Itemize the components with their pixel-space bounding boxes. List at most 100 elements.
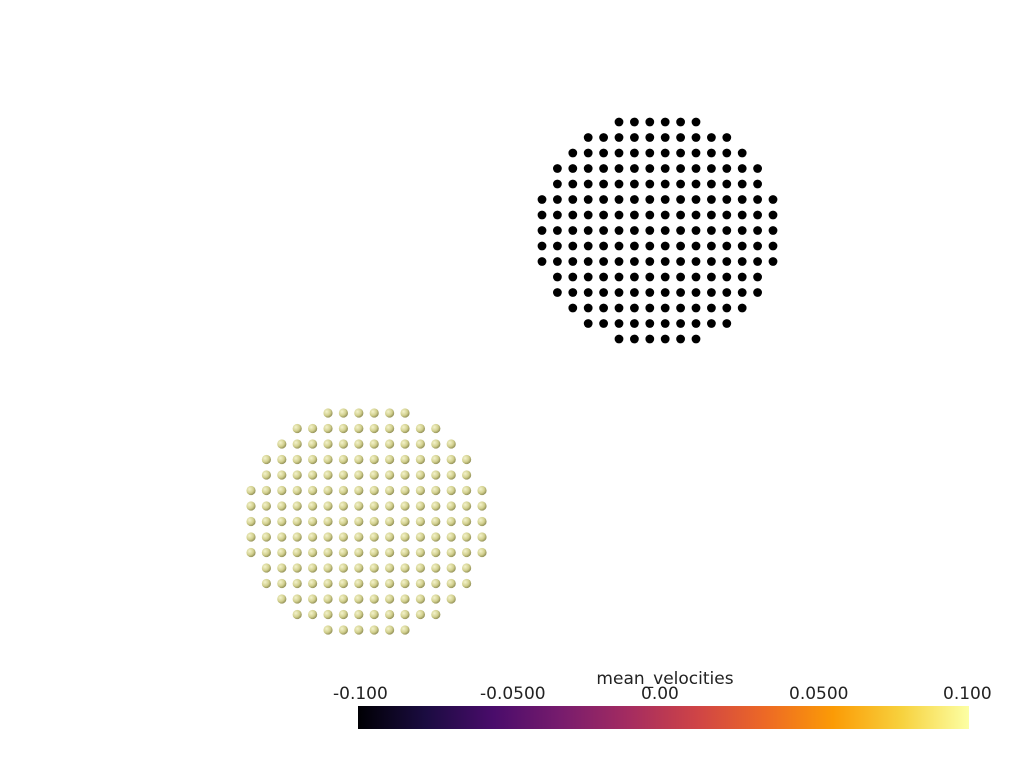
lower-disk-point [400, 454, 410, 465]
lower-disk-point [369, 454, 379, 465]
lower-disk-point [431, 439, 441, 449]
lower-disk-point [246, 547, 256, 558]
lower-disk-point [415, 423, 425, 434]
lower-disk-point [431, 532, 441, 542]
upper-disk-point [599, 303, 608, 313]
lower-disk-point [385, 625, 395, 635]
lower-disk-point [446, 516, 456, 527]
lower-disk-point [385, 594, 395, 604]
upper-disk-point [691, 195, 701, 204]
upper-disk-point [691, 288, 701, 297]
lower-disk-point [369, 532, 379, 542]
lower-disk-point [292, 547, 302, 558]
upper-disk-point [614, 117, 624, 127]
lower-disk-point [308, 532, 318, 542]
lower-disk-point [354, 408, 364, 418]
upper-disk-point [768, 226, 778, 235]
upper-disk-point [676, 164, 685, 173]
upper-disk-point [737, 195, 747, 204]
upper-disk-point [599, 148, 608, 158]
upper-disk-point [753, 210, 762, 220]
lower-disk-point [385, 408, 395, 418]
lower-disk-point [292, 439, 302, 449]
upper-disk-point [660, 117, 670, 127]
lower-disk-point [431, 547, 441, 558]
lower-disk-point [462, 501, 472, 511]
lower-disk-point [431, 485, 441, 496]
upper-disk-point [722, 195, 732, 204]
upper-disk-point [707, 210, 716, 220]
upper-disk-point [614, 257, 624, 266]
lower-disk-point [323, 454, 333, 465]
lower-disk-point [369, 594, 379, 604]
lower-disk-point [415, 485, 425, 496]
upper-disk-point [614, 303, 624, 313]
lower-disk-point [338, 532, 348, 542]
lower-disk-point [400, 563, 410, 573]
lower-disk-point [354, 532, 364, 542]
upper-disk-point [691, 241, 701, 251]
lower-disk-point [354, 485, 364, 496]
lower-disk-point [277, 547, 287, 558]
lower-disk-point [338, 547, 348, 558]
lower-disk-point [431, 423, 441, 434]
lower-disk-point [261, 547, 271, 558]
upper-disk-point [676, 272, 685, 282]
upper-disk-point [753, 164, 762, 173]
lower-disk-point [292, 501, 302, 511]
upper-disk-point [753, 272, 762, 282]
upper-disk-point [630, 319, 639, 328]
lower-disk-point [292, 578, 302, 589]
upper-disk-point [676, 148, 685, 158]
lower-disk-point [415, 516, 425, 527]
upper-disk-point [753, 241, 762, 251]
upper-disk-point [660, 164, 670, 173]
upper-disk-point [722, 257, 732, 266]
lower-disk-point [354, 578, 364, 589]
upper-disk-point [722, 241, 732, 251]
upper-disk-point [691, 319, 701, 328]
lower-disk-point [354, 547, 364, 558]
point-cloud-upper-right [537, 117, 778, 344]
upper-disk-point [768, 257, 778, 266]
lower-disk-point [477, 501, 487, 511]
lower-disk-point [446, 485, 456, 496]
lower-disk-point [446, 501, 456, 511]
lower-disk-point [277, 439, 287, 449]
upper-disk-point [645, 195, 655, 204]
upper-disk-point [737, 257, 747, 266]
upper-disk-point [676, 319, 685, 328]
lower-disk-point [400, 439, 410, 449]
lower-disk-point [277, 563, 287, 573]
upper-disk-point [645, 164, 655, 173]
lower-disk-point [277, 485, 287, 496]
lower-disk-point [354, 625, 364, 635]
lower-disk-point [446, 578, 456, 589]
lower-disk-point [323, 563, 333, 573]
lower-disk-point [385, 470, 395, 480]
lower-disk-point [292, 594, 302, 604]
upper-disk-point [707, 319, 716, 328]
colorbar-tick-2: -0.0500 [480, 684, 546, 704]
lower-disk-point [261, 563, 271, 573]
upper-disk-point [614, 272, 624, 282]
upper-disk-point [568, 164, 578, 173]
upper-disk-point [737, 179, 747, 189]
lower-disk-point [292, 532, 302, 542]
lower-disk-point [323, 485, 333, 496]
lower-disk-point [292, 470, 302, 480]
lower-disk-point [277, 594, 287, 604]
lower-disk-point [446, 532, 456, 542]
lower-disk-point [323, 547, 333, 558]
lower-disk-point [446, 439, 456, 449]
lower-disk-point [338, 470, 348, 480]
upper-disk-point [691, 148, 701, 158]
lower-disk-point [323, 470, 333, 480]
lower-disk-point [277, 454, 287, 465]
lower-disk-point [431, 516, 441, 527]
lower-disk-point [446, 470, 456, 480]
upper-disk-point [676, 133, 685, 142]
lower-disk-point [369, 408, 379, 418]
lower-disk-point [308, 423, 318, 434]
